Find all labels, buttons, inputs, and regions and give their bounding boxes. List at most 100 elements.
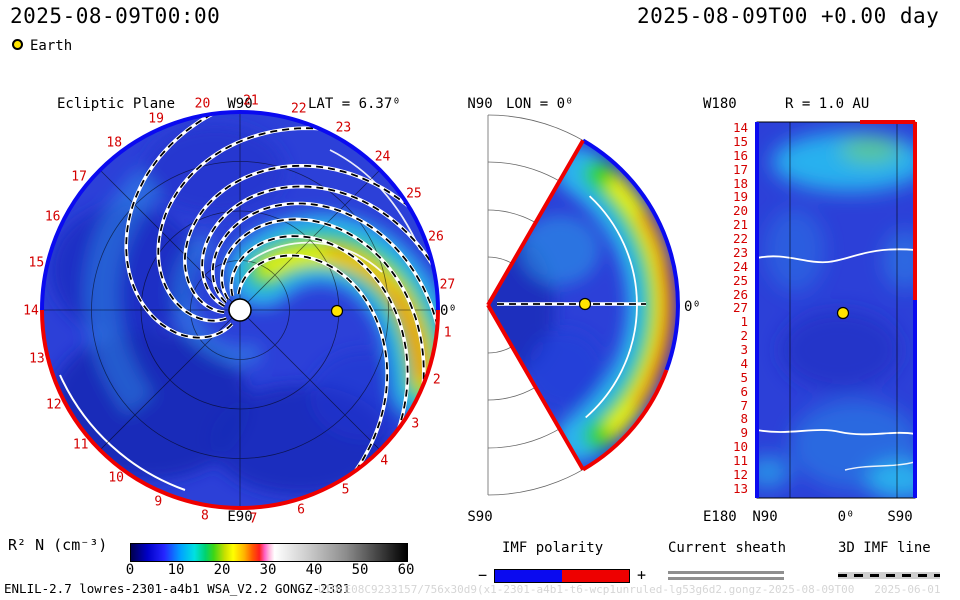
polarity-minus-sign: − — [478, 566, 488, 584]
model-time: 2025-08-09T00:00 — [10, 4, 221, 28]
imf-field-lines — [124, 112, 438, 482]
radial-ytick-24: 24 — [732, 258, 748, 274]
radial-ytick-20: 20 — [732, 203, 748, 219]
radial-ytick-9: 9 — [740, 425, 748, 441]
radial-ytick-6: 6 — [740, 383, 748, 399]
carrington-tick-11: 11 — [72, 437, 89, 453]
ecliptic-boundary-negative — [40, 110, 440, 311]
earth-marker-ecliptic — [330, 304, 344, 318]
radial-ytick-4: 4 — [740, 355, 748, 371]
earth-legend-icon — [12, 39, 23, 50]
imf-polarity-swatch — [494, 569, 630, 583]
radial-xtick-0: 0⁰ — [837, 509, 855, 525]
radial-ytick-column: 14 15 16 17 18 19 20 21 22 23 24 25 26 27 1 2 3 4 5 6 7 8 9 10 1… — [716, 121, 748, 495]
radial-ytick-23: 23 — [732, 244, 748, 260]
radial-ytick-12: 12 — [732, 466, 748, 482]
radial-grid — [789, 122, 898, 498]
carrington-tick-8: 8 — [200, 508, 209, 524]
radial-ytick-22: 22 — [732, 231, 748, 246]
radial-ytick-21: 21 — [732, 217, 748, 233]
colorbar-tick-40: 40 — [305, 562, 323, 578]
carrington-tick-22: 22 — [290, 101, 307, 117]
radial-ytick-18: 18 — [732, 175, 748, 191]
carrington-tick-18: 18 — [106, 135, 123, 151]
carrington-tick-1: 1 — [443, 325, 452, 341]
radial-density-field — [757, 122, 915, 498]
meridional-density-field — [488, 140, 678, 470]
watermark: UID:E08C9233157/756x30d9(x1-2301-a4b1-t6… — [318, 583, 941, 596]
radial-ytick-26: 26 — [732, 286, 748, 302]
colorbar-tick-30: 30 — [259, 562, 277, 578]
current-sheet-line-meridional — [585, 195, 638, 419]
radial-boundary-positive — [860, 120, 917, 300]
carrington-tick-14: 14 — [23, 303, 39, 319]
radial-xtick-s90: S90 — [887, 509, 913, 525]
radial-ytick-15: 15 — [732, 133, 748, 149]
colorbar-label: R² N (cm⁻³) — [8, 536, 108, 554]
model-info: ENLIL-2.7 lowres-2301-a4b1 WSA_V2.2 GONG… — [4, 581, 351, 596]
meridional-boundary-positive — [486, 139, 669, 472]
radial-ytick-16: 16 — [732, 147, 748, 163]
radial-w180-label: W180 — [703, 96, 737, 112]
radial-xtick-n90: N90 — [752, 509, 778, 525]
colorbar-tick-50: 50 — [351, 562, 369, 578]
carrington-tick-9: 9 — [154, 494, 163, 510]
radial-ytick-27: 27 — [732, 300, 748, 316]
current-sheath-label: Current sheath — [668, 540, 787, 556]
earth-legend-label: Earth — [30, 38, 73, 54]
radial-ytick-10: 10 — [732, 439, 748, 455]
radial-ytick-1: 1 — [740, 314, 748, 330]
carrington-tick-3: 3 — [411, 416, 420, 432]
imf-line-label: 3D IMF line — [838, 540, 931, 556]
meridional-n90-label: N90 — [467, 96, 493, 112]
imf-line-sample — [838, 572, 940, 579]
current-sheath-sample — [668, 571, 784, 583]
radial-e180-label: E180 — [703, 509, 737, 525]
carrington-tick-13: 13 — [29, 351, 45, 367]
carrington-tick-15: 15 — [28, 255, 45, 271]
meridional-s90-label: S90 — [467, 509, 493, 525]
colorbar-tick-10: 10 — [167, 562, 185, 578]
radial-ytick-17: 17 — [732, 161, 748, 177]
carrington-tick-21: 21 — [243, 93, 259, 109]
radial-ytick-2: 2 — [740, 328, 748, 344]
ecliptic-zero-label: 0⁰ — [440, 303, 457, 319]
ecliptic-title: Ecliptic Plane — [57, 96, 176, 112]
carrington-tick-7: 7 — [249, 511, 258, 527]
carrington-tick-12: 12 — [45, 397, 62, 413]
carrington-tick-20: 20 — [194, 96, 211, 112]
current-sheet-lines-ecliptic — [59, 149, 421, 491]
sun-marker — [228, 298, 252, 322]
carrington-tick-6: 6 — [297, 502, 306, 518]
radial-ytick-11: 11 — [732, 453, 748, 468]
carrington-tick-10: 10 — [108, 470, 124, 486]
polarity-negative-swatch — [495, 570, 562, 582]
colorbar-tick-20: 20 — [213, 562, 231, 578]
radial-ytick-8: 8 — [740, 411, 748, 427]
polarity-positive-swatch — [562, 570, 629, 582]
carrington-tick-16: 16 — [44, 209, 61, 225]
radial-ytick-19: 19 — [732, 189, 748, 205]
radial-ytick-7: 7 — [740, 397, 748, 413]
carrington-tick-27: 27 — [439, 277, 456, 293]
earth-marker-radial — [836, 306, 850, 320]
carrington-tick-26: 26 — [428, 229, 444, 245]
carrington-tick-17: 17 — [71, 169, 87, 185]
colorbar — [130, 543, 408, 562]
carrington-tick-23: 23 — [335, 120, 352, 136]
carrington-tick-4: 4 — [380, 453, 389, 469]
radial-r-label: R = 1.0 AU — [785, 96, 870, 112]
current-sheet-lines-radial — [757, 248, 915, 471]
radial-boundary-negative — [755, 122, 917, 498]
ecliptic-lat-label: LAT = 6.37⁰ — [308, 96, 401, 112]
radial-ytick-3: 3 — [740, 342, 748, 357]
imf-polarity-label: IMF polarity — [502, 540, 604, 556]
ecliptic-e90-label: E90 — [227, 509, 253, 525]
meridional-lon-label: LON = 0⁰ — [506, 96, 574, 112]
radial-ytick-14: 14 — [732, 120, 748, 135]
colorbar-tick-60: 60 — [397, 562, 415, 578]
forecast-time: 2025-08-09T00 +0.00 day — [637, 4, 940, 28]
carrington-tick-25: 25 — [406, 186, 422, 202]
